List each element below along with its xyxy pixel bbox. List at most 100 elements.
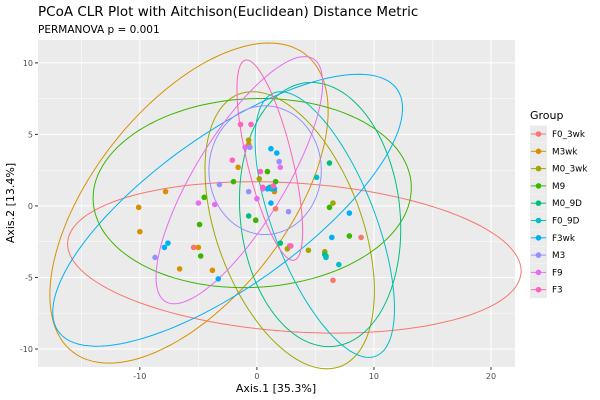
axis-ticks: -10 0 10 20 -10 -5 0 5 10 — [20, 59, 496, 381]
point-M3 — [152, 254, 158, 261]
x-axis-label: Axis.1 [35.3%] — [236, 382, 316, 395]
point-M0_3wk — [256, 175, 263, 182]
y-tick-label: -10 — [20, 345, 33, 354]
point-F3 — [259, 184, 266, 191]
point-M3wk — [235, 164, 241, 171]
legend-label: M3wk — [552, 147, 578, 157]
point-F3wk — [346, 210, 353, 216]
point-F3 — [229, 157, 236, 163]
point-F0_9D — [336, 261, 342, 268]
point-F3wk — [268, 145, 274, 152]
legend-label: F3 — [552, 286, 563, 296]
ellipse-M3 — [208, 105, 322, 235]
point-F0_3wk — [330, 277, 336, 284]
legend-label: M3 — [552, 251, 565, 261]
chart-title: PCoA CLR Plot with Aitchison(Euclidean) … — [38, 4, 418, 20]
point-M0_9D — [245, 213, 252, 219]
legend-key-point — [535, 183, 542, 189]
point-F0_3wk — [358, 234, 364, 241]
point-M9 — [201, 194, 208, 201]
point-M3wk — [195, 244, 202, 251]
point-M9 — [230, 178, 237, 185]
point-F9 — [195, 200, 202, 206]
y-tick-label: 0 — [28, 202, 33, 211]
point-M3wk — [176, 266, 183, 272]
point-M9 — [346, 233, 353, 239]
legend-label: F0_9D — [552, 217, 580, 227]
point-M9 — [252, 217, 259, 224]
point-M3 — [245, 188, 252, 195]
legend-label: F0_3wk — [552, 130, 586, 140]
point-M9 — [196, 221, 203, 228]
legend-key-point — [535, 165, 542, 172]
ellipse-F9 — [155, 56, 324, 305]
ellipse-F3 — [236, 59, 304, 261]
point-M0_3wk — [245, 137, 252, 143]
ellipse-F3wk — [52, 73, 403, 347]
legend-label: F3wk — [552, 234, 576, 244]
point-F9 — [211, 201, 218, 208]
legend-key-point — [535, 217, 542, 224]
y-tick-label: -5 — [25, 273, 33, 282]
point-F9 — [254, 195, 260, 202]
point-M3wk — [209, 267, 216, 274]
point-F3 — [270, 183, 277, 189]
point-F3wk — [264, 185, 271, 192]
point-M9 — [197, 253, 204, 259]
ellipse-M0_9D — [239, 82, 402, 348]
point-F3 — [248, 121, 254, 128]
y-tick-label: 10 — [23, 59, 33, 68]
plot-panel — [38, 40, 515, 367]
ellipse-F0_9D — [254, 91, 396, 358]
legend-key-point — [535, 200, 542, 206]
point-F0_9D — [323, 254, 329, 261]
legend-key-point — [535, 131, 542, 137]
legend-key-point — [535, 286, 542, 293]
point-F0_9D — [313, 174, 320, 181]
x-tick-label: 0 — [254, 372, 259, 381]
x-tick-label: 10 — [369, 372, 379, 381]
grid — [38, 40, 515, 367]
point-F3 — [288, 243, 294, 249]
point-F3wk — [329, 234, 335, 241]
point-M0_3wk — [330, 200, 336, 206]
point-F3wk — [215, 276, 222, 282]
legend-key-point — [535, 148, 542, 155]
point-M3 — [247, 144, 253, 151]
legend-title: Group — [530, 109, 564, 122]
y-tick-label: 5 — [28, 130, 33, 139]
point-F3wk — [273, 150, 280, 156]
point-F3 — [237, 121, 244, 128]
legend-label: F9 — [552, 268, 563, 278]
point-F3 — [257, 168, 264, 175]
point-F3wk — [165, 240, 171, 246]
point-M0_9D — [277, 240, 284, 246]
point-M9 — [272, 178, 279, 185]
ellipse-M9 — [92, 98, 412, 289]
point-M3 — [216, 181, 223, 188]
point-F3wk — [161, 244, 168, 251]
legend-key-point — [535, 252, 542, 258]
point-M3wk — [137, 228, 143, 235]
point-M3wk — [162, 188, 169, 195]
legend-label: M0_3wk — [552, 165, 588, 175]
point-F9 — [277, 164, 284, 171]
point-M0_9D — [326, 160, 333, 166]
point-M3wk — [135, 204, 142, 211]
point-F0_3wk — [190, 244, 197, 251]
point-M0_3wk — [305, 247, 312, 254]
ellipse-M3wk — [49, 42, 329, 364]
point-M3 — [276, 158, 282, 165]
legend-key-point — [535, 235, 542, 241]
y-axis-label: Axis.2 [13.4%] — [4, 163, 17, 243]
point-F0_3wk — [272, 205, 279, 212]
ellipse-F0_3wk — [67, 181, 522, 334]
legend: F0_3wk M3wk M0_3wk M9 M0_9D F0_9D F3wk M3 F9 F3 — [530, 125, 588, 299]
ellipses — [49, 42, 522, 370]
point-M9 — [326, 204, 333, 211]
point-M3 — [285, 208, 292, 215]
legend-key-point — [535, 269, 542, 276]
point-F3wk — [268, 200, 274, 206]
legend-label: M0_9D — [552, 199, 582, 209]
